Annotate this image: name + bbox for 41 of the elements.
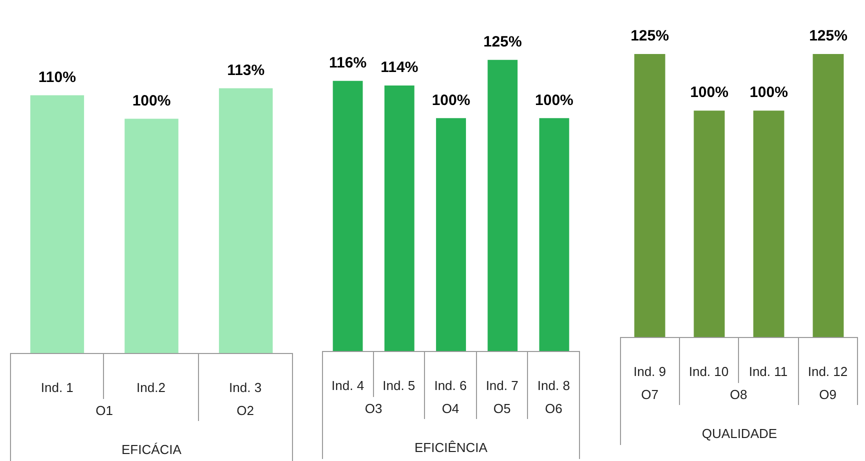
- category-label: Ind. 9: [633, 364, 666, 379]
- category-label: Ind. 10: [688, 364, 729, 379]
- data-label: 100%: [432, 92, 470, 109]
- data-label: 100%: [690, 84, 728, 102]
- data-label: 110%: [38, 68, 76, 86]
- data-label: 114%: [380, 59, 418, 76]
- category-label: Ind. 4: [332, 378, 364, 393]
- data-label: 125%: [483, 34, 522, 51]
- category-label: Ind. 5: [382, 378, 416, 393]
- data-label: 125%: [630, 28, 669, 45]
- data-label: 100%: [750, 84, 788, 102]
- text: O6: [528, 397, 580, 419]
- text: O7: [620, 383, 680, 405]
- bar: [488, 60, 518, 351]
- text: O2: [198, 399, 293, 421]
- data-label: 100%: [535, 92, 574, 109]
- category-label: Ind. 1: [40, 380, 74, 395]
- text: O3: [322, 397, 426, 419]
- text: O5: [476, 397, 528, 419]
- category-label: Ind. 8: [537, 378, 570, 393]
- data-label: 116%: [329, 54, 367, 72]
- category-label: Ind. 12: [808, 364, 848, 379]
- text: O9: [798, 383, 858, 405]
- x-axis-title: QUALIDADE: [620, 405, 858, 445]
- data-label: 125%: [809, 28, 848, 45]
- text: O1: [10, 399, 199, 421]
- category-label: Ind. 7: [486, 378, 518, 393]
- category-label: Ind.2: [136, 380, 166, 395]
- category-label: Ind. 6: [434, 378, 467, 393]
- x-axis-title: EFICÁCIA: [10, 421, 293, 461]
- bar: [436, 118, 466, 351]
- bar: [332, 80, 363, 351]
- bar: [384, 86, 414, 351]
- category-label: Ind. 3: [229, 380, 262, 395]
- text: O8: [680, 383, 798, 405]
- x-axis-title: EFICIÊNCIA: [322, 419, 580, 459]
- data-label: 100%: [132, 92, 171, 110]
- bar: [539, 118, 570, 351]
- category-label: Ind. 11: [748, 364, 788, 379]
- text: O4: [425, 397, 477, 419]
- data-label: 113%: [227, 62, 265, 79]
